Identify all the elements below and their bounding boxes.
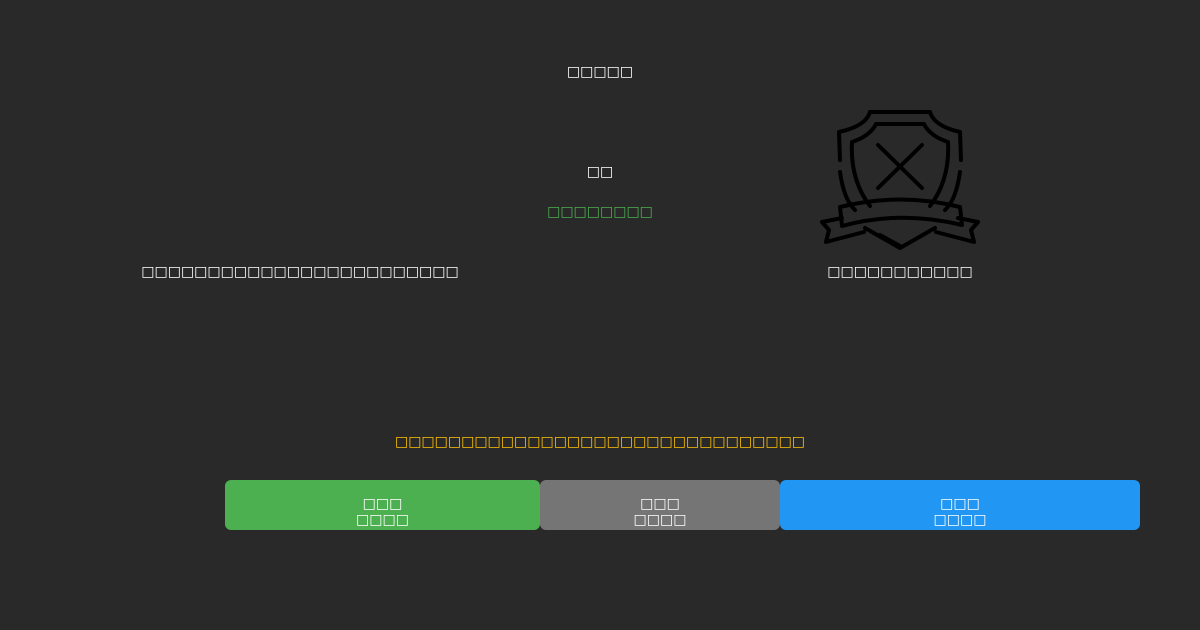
left-text: □□□□□□□□□□□□□□□□□□□□□□□□ xyxy=(141,264,459,280)
button-label-line1: □□□ xyxy=(362,496,403,512)
shield-x-icon xyxy=(820,110,980,250)
right-text: □□□□□□□□□□□ xyxy=(827,264,973,280)
button-label-line2: □□□□ xyxy=(633,512,687,528)
button-label-line2: □□□□ xyxy=(933,512,987,528)
warning-text: □□□□□□□□□□□□□□□□□□□□□□□□□□□□□□□ xyxy=(394,434,806,450)
button-label-line1: □□□ xyxy=(640,496,680,512)
accent-button[interactable]: □□□ □□□□ xyxy=(780,480,1140,530)
button-label-line1: □□□ xyxy=(940,496,980,512)
secondary-button[interactable]: □□□ □□□□ xyxy=(540,480,780,530)
label: □□ xyxy=(586,164,614,180)
primary-button[interactable]: □□□ □□□□ xyxy=(225,480,540,530)
status-text: □□□□□□□□ xyxy=(547,204,653,220)
button-label-line2: □□□□ xyxy=(356,512,409,528)
page-title: □□□□□ xyxy=(566,64,634,80)
